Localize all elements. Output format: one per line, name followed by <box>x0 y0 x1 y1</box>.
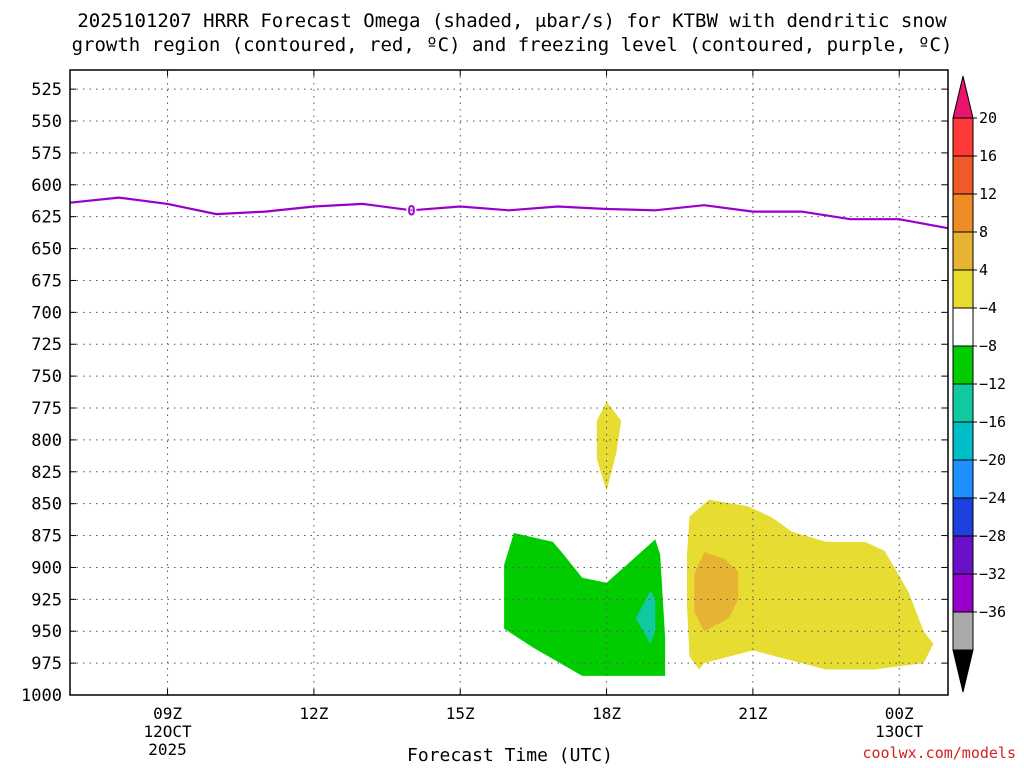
colorbar-min-arrow <box>952 649 974 693</box>
y-tick-label: 575 <box>31 144 62 164</box>
x-tick-label: 18Z <box>592 704 621 723</box>
green-cell <box>504 533 666 676</box>
colorbar-level-label: 4 <box>979 261 988 279</box>
y-tick-label: 650 <box>31 240 62 260</box>
colorbar-swatch <box>952 611 974 651</box>
colorbar-level-label: −32 <box>979 565 1006 583</box>
colorbar-level-label: −4 <box>979 299 997 317</box>
colorbar-swatch <box>952 497 974 537</box>
x-tick-label: 09Z <box>153 704 182 723</box>
colorbar-swatch <box>952 383 974 423</box>
colorbar-level-label: 8 <box>979 223 988 241</box>
x-tick-date-label: 13OCT <box>875 722 924 741</box>
y-tick-label: 600 <box>31 176 62 196</box>
colorbar-swatch <box>952 421 974 461</box>
y-tick-label: 675 <box>31 271 62 291</box>
colorbar-swatch <box>952 459 974 499</box>
orange-cell <box>694 552 739 632</box>
freezing-level-line <box>69 196 949 230</box>
y-tick-label: 1000 <box>21 686 62 706</box>
colorbar-swatch <box>952 345 974 385</box>
colorbar-level-label: 20 <box>979 109 997 127</box>
colorbar-level-label: 16 <box>979 147 997 165</box>
y-axis: 525 550 575 600 625 650 675 700 725 750 775 800 825 8… <box>21 80 948 706</box>
colorbar-max-arrow <box>952 75 974 119</box>
x-tick-label: 12Z <box>299 704 328 723</box>
colorbar-level-label: −8 <box>979 337 997 355</box>
y-tick-label: 625 <box>31 208 62 228</box>
chart-title-line-2: growth region (contoured, red, ºC) and f… <box>71 34 953 56</box>
colorbar-level-label: −28 <box>979 527 1006 545</box>
freezing-level-label: 0 <box>407 203 415 219</box>
colorbar-swatch <box>952 117 974 157</box>
colorbar-swatch <box>952 573 974 613</box>
colorbar-level-label: −36 <box>979 603 1006 621</box>
colorbar-swatch <box>952 269 974 309</box>
x-axis-label: Forecast Time (UTC) <box>407 745 613 766</box>
y-tick-label: 775 <box>31 399 62 419</box>
grid <box>70 70 948 696</box>
colorbar-level-label: −20 <box>979 451 1006 469</box>
x-tick-label: 00Z <box>885 704 914 723</box>
colorbar-swatch <box>952 155 974 195</box>
colorbar-swatch <box>952 535 974 575</box>
freezing-level-contours: 0 <box>69 196 949 230</box>
y-tick-label: 850 <box>31 495 62 515</box>
chart-title-line-1: 2025101207 HRRR Forecast Omega (shaded, … <box>77 10 947 32</box>
y-tick-label: 750 <box>31 367 62 387</box>
colorbar-level-label: −24 <box>979 489 1006 507</box>
y-tick-label: 800 <box>31 431 62 451</box>
credit-text: coolwx.com/models <box>862 744 1016 762</box>
y-tick-label: 550 <box>31 112 62 132</box>
yellow-cell-lower <box>687 499 934 670</box>
yellow-cell-upper <box>596 401 622 491</box>
colorbar-level-label: −16 <box>979 413 1006 431</box>
y-tick-label: 525 <box>31 80 62 100</box>
colorbar-level-label: 12 <box>979 185 997 203</box>
y-tick-label: 700 <box>31 303 62 323</box>
y-tick-label: 975 <box>31 654 62 674</box>
colorbar: 20 16 12 8 4 −4 −8 −12 −16 −20 −24 −28 −32 −36 <box>952 75 1006 693</box>
plot-frame <box>69 69 949 696</box>
x-tick-label: 15Z <box>446 704 475 723</box>
y-tick-label: 925 <box>31 590 62 610</box>
colorbar-level-label: −12 <box>979 375 1006 393</box>
y-tick-label: 875 <box>31 527 62 547</box>
y-tick-label: 950 <box>31 622 62 642</box>
omega-shading <box>504 401 934 676</box>
freezing-label-bg <box>406 202 417 218</box>
x-tick-date-label: 12OCT <box>143 722 192 741</box>
colorbar-swatch <box>952 231 974 271</box>
y-tick-label: 725 <box>31 335 62 355</box>
y-tick-label: 825 <box>31 463 62 483</box>
x-tick-label: 21Z <box>738 704 767 723</box>
teal-cell <box>635 590 656 644</box>
y-tick-label: 900 <box>31 558 62 578</box>
colorbar-swatch <box>952 193 974 233</box>
colorbar-swatch <box>952 307 974 347</box>
x-tick-year-label: 2025 <box>148 740 187 759</box>
